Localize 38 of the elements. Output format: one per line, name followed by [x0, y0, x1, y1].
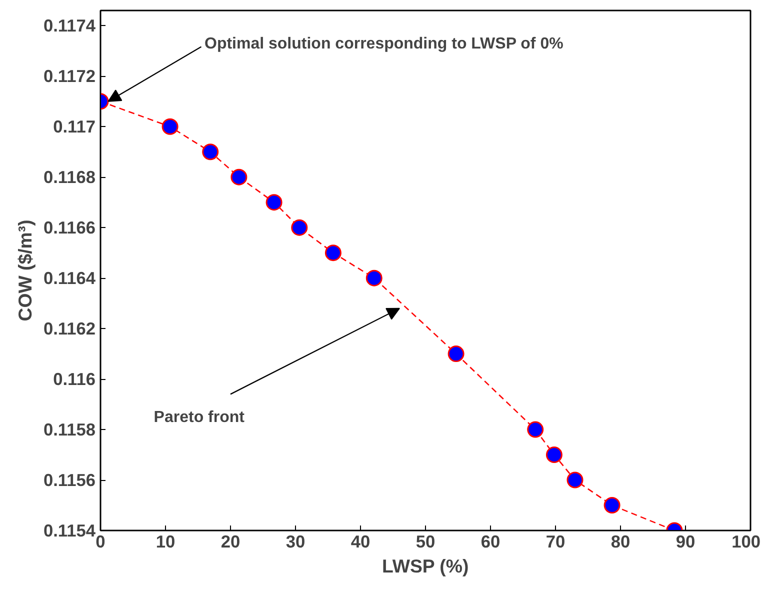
- x-tick-label: 60: [480, 532, 500, 552]
- point: [566, 472, 584, 488]
- x-tick-label: 80: [610, 532, 630, 552]
- point: [230, 168, 248, 186]
- point: [527, 421, 544, 438]
- point: [291, 219, 308, 236]
- y-tick-label: 0.1156: [43, 470, 96, 490]
- x-tick-label: 70: [546, 532, 566, 552]
- point: [202, 144, 219, 160]
- point: [266, 194, 282, 211]
- y-tick-label: 0.1168: [43, 167, 96, 188]
- x-tick-label: 30: [286, 532, 306, 552]
- point: [162, 118, 178, 135]
- annotation: Optimal solution corresponding to LWSP of 0%: [204, 36, 564, 53]
- x-tick-label: 50: [416, 532, 436, 552]
- x-tick-label: 20: [220, 532, 240, 552]
- x-tick-label: 90: [676, 532, 696, 552]
- point: [366, 270, 382, 286]
- y-tick-label: 0.1158: [43, 420, 96, 440]
- y-tick-label: 0.1174: [43, 16, 96, 36]
- x-tick-label: 100: [732, 532, 761, 552]
- point: [324, 244, 342, 262]
- point: [604, 497, 620, 514]
- y-tick-label: 0.1162: [43, 318, 96, 339]
- x-tick-label: 0: [96, 532, 106, 552]
- y-tick-label: 0.1164: [43, 268, 96, 288]
- point: [546, 446, 562, 464]
- y-tick-label: 0.116: [53, 369, 96, 390]
- point: [448, 346, 464, 362]
- x-axis-title: LWSP (%): [382, 556, 469, 576]
- y-tick-label: 0.117: [53, 116, 96, 137]
- x-tick-label: 40: [350, 532, 370, 552]
- y-tick-label: 0.1154: [43, 520, 96, 540]
- annotation: Pareto front: [154, 409, 246, 426]
- x-tick-label: 10: [156, 532, 176, 552]
- y-tick-label: 0.1166: [43, 218, 96, 238]
- y-tick-label: 0.1172: [43, 66, 96, 86]
- y-axis-title: COW ($/m³): [14, 220, 36, 322]
